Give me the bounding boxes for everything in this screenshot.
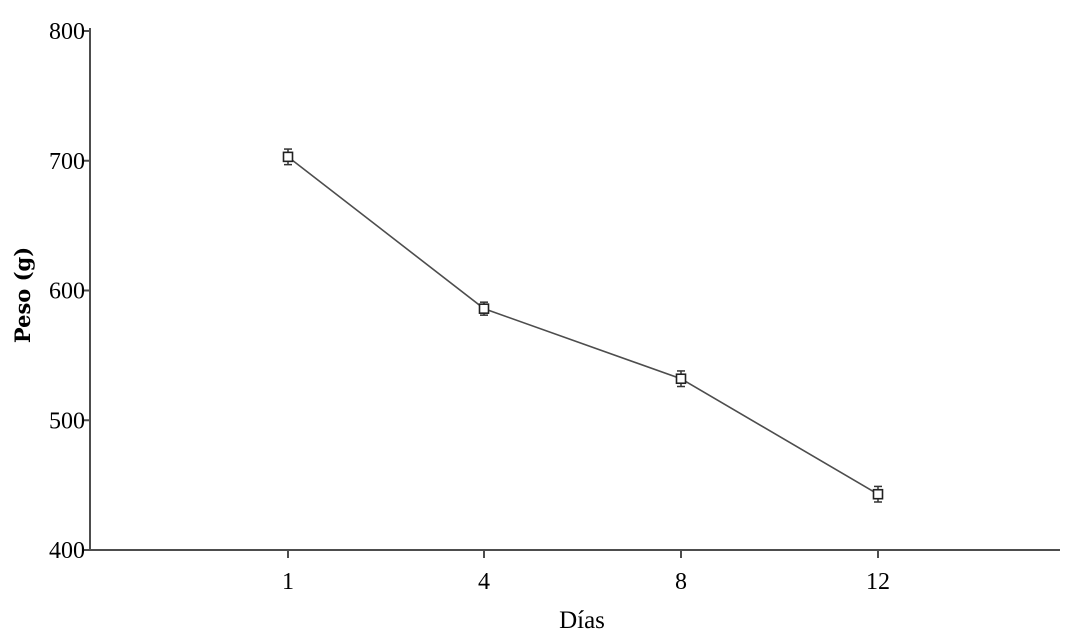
x-axis-title: Días xyxy=(559,607,605,634)
data-point xyxy=(675,370,687,388)
data-point xyxy=(282,148,294,166)
square-marker xyxy=(872,488,884,500)
series-layer xyxy=(282,148,884,503)
x-tick-label: 1 xyxy=(282,569,294,595)
x-axis-ticks: 1 4 8 12 xyxy=(282,550,890,595)
y-tick-label: 800 xyxy=(49,19,85,45)
x-tick-label: 12 xyxy=(866,569,890,595)
x-tick-label: 4 xyxy=(478,569,490,595)
y-axis-ticks: 400 500 600 700 800 xyxy=(49,19,90,564)
x-tick-label: 8 xyxy=(675,569,687,595)
square-marker xyxy=(478,303,490,314)
y-axis-title: Peso (g) xyxy=(10,247,35,343)
y-tick-label: 500 xyxy=(49,408,85,434)
y-tick-label: 700 xyxy=(49,149,85,175)
square-marker xyxy=(675,373,687,385)
data-point xyxy=(872,485,884,503)
series-line xyxy=(287,156,879,495)
y-tick-label: 600 xyxy=(49,279,85,305)
y-tick-label: 400 xyxy=(49,538,85,564)
data-point xyxy=(478,301,490,316)
plot-area: 400 500 600 700 800 1 4 8 12 xyxy=(49,19,1060,595)
square-marker xyxy=(282,151,294,163)
